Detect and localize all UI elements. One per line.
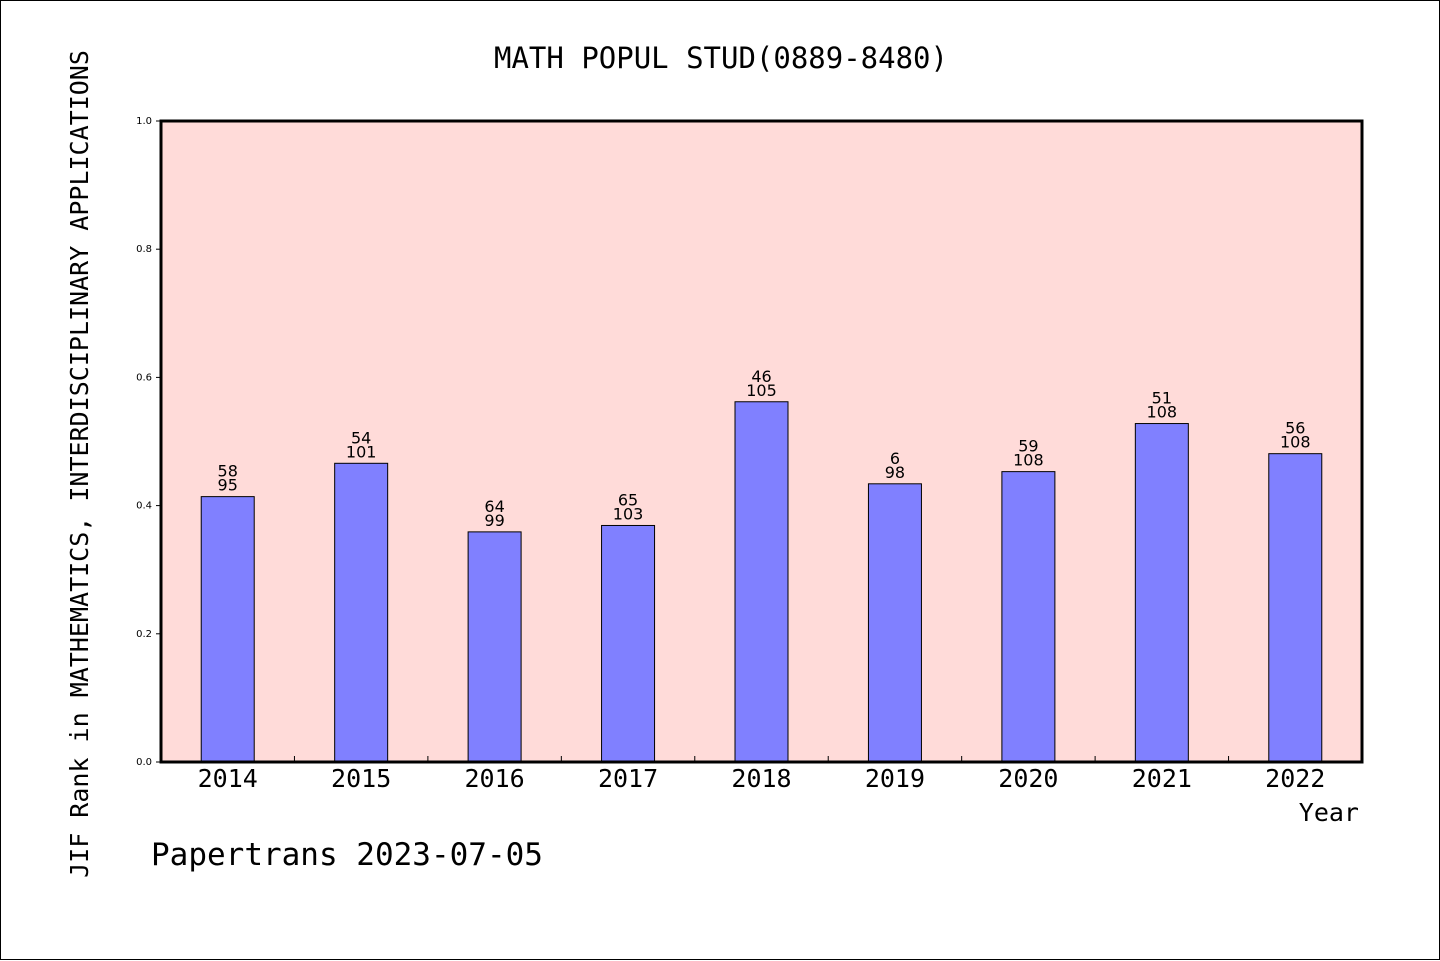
plot-border: [159, 119, 1364, 764]
bar-rank-label: 46: [751, 367, 771, 386]
bar-rank-label: 64: [484, 497, 504, 516]
bar-total-label: 101: [346, 442, 377, 461]
x-tick-label: 2019: [865, 764, 925, 793]
bar-rank-label: 65: [618, 490, 638, 509]
bar-rank-label: 56: [1285, 419, 1305, 438]
bar-total-label: 95: [218, 476, 238, 495]
bar-total-label: 99: [484, 511, 504, 530]
bar-rank-label: 59: [1018, 437, 1038, 456]
x-tick-label: 2014: [198, 764, 258, 793]
y-axis: 0.0 0.2 0.4 0.6 0.8 1.0: [136, 116, 161, 768]
x-tick-label: 2016: [465, 764, 525, 793]
bar-2017: [601, 524, 656, 763]
y-tick-label: 0.8: [136, 244, 152, 255]
x-tick-label: 2020: [998, 764, 1058, 793]
bar-total-label: 103: [613, 504, 644, 523]
chart-title: MATH POPUL STUD(0889-8480): [494, 41, 948, 75]
bar-2015: [334, 462, 389, 763]
bars-layer: [200, 401, 1323, 763]
bar-total-label: 98: [885, 463, 905, 482]
bar-2021: [1134, 423, 1189, 763]
bar-total-label: 108: [1147, 403, 1178, 422]
bar-rank-label: 54: [351, 428, 371, 447]
credit-text: Papertrans 2023-07-05: [151, 837, 543, 873]
bar-2014: [200, 496, 255, 763]
y-tick-label: 0.4: [136, 501, 152, 512]
x-axis: 2014 2015 2016 2017 2018 2019 2020 2021 2022: [198, 756, 1325, 793]
bar-2019: [867, 483, 922, 763]
bar-rank-label: 51: [1152, 389, 1172, 408]
x-tick-label: 2015: [331, 764, 391, 793]
x-tick-label: 2022: [1265, 764, 1325, 793]
y-tick-label: 1.0: [136, 116, 152, 127]
x-axis-label: Year: [1299, 798, 1359, 827]
y-tick-label: 0.6: [136, 372, 152, 383]
x-tick-label: 2017: [598, 764, 658, 793]
y-tick-label: 0.0: [136, 757, 152, 768]
x-tick-label: 2021: [1132, 764, 1192, 793]
labels-layer: 5895541016499651034610569859108511085610…: [218, 367, 1311, 530]
bar-rank-label: 58: [218, 462, 238, 481]
bar-total-label: 108: [1013, 451, 1044, 470]
bar-total-label: 108: [1280, 433, 1311, 452]
y-tick-label: 0.2: [136, 629, 152, 640]
bar-2022: [1268, 453, 1323, 763]
x-tick-label: 2018: [731, 764, 791, 793]
bar-2016: [467, 531, 522, 763]
bar-2020: [1001, 471, 1056, 763]
bar-total-label: 105: [746, 381, 777, 400]
bar-rank-label: 6: [890, 449, 900, 468]
bar-2018: [734, 401, 789, 763]
y-axis-label: JIF Rank in MATHEMATICS, INTERDISCIPLINA…: [65, 50, 94, 878]
